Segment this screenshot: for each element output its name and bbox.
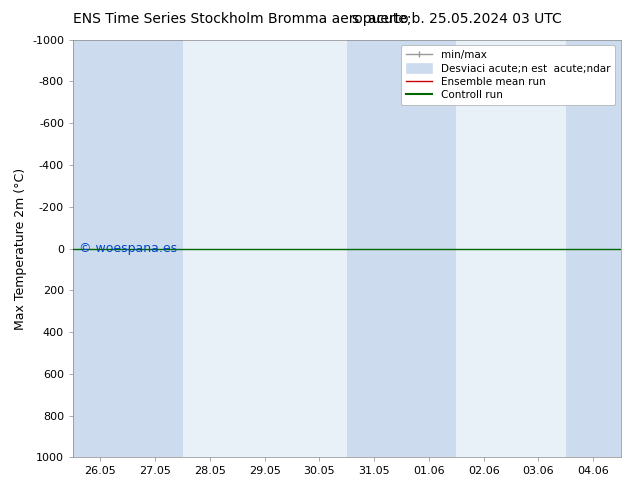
Bar: [401, 40, 456, 458]
Bar: [347, 40, 401, 458]
Bar: [73, 40, 128, 458]
Y-axis label: Max Temperature 2m (°C): Max Temperature 2m (°C): [13, 168, 27, 330]
Text: ENS Time Series Stockholm Bromma aeropuerto: ENS Time Series Stockholm Bromma aeropue…: [73, 12, 409, 26]
Legend: min/max, Desviaci acute;n est  acute;ndar, Ensemble mean run, Controll run: min/max, Desviaci acute;n est acute;ndar…: [401, 45, 615, 105]
Bar: [566, 40, 621, 458]
Bar: [128, 40, 183, 458]
Text: s  acute;b. 25.05.2024 03 UTC: s acute;b. 25.05.2024 03 UTC: [352, 12, 561, 26]
Text: © woespana.es: © woespana.es: [79, 242, 177, 255]
